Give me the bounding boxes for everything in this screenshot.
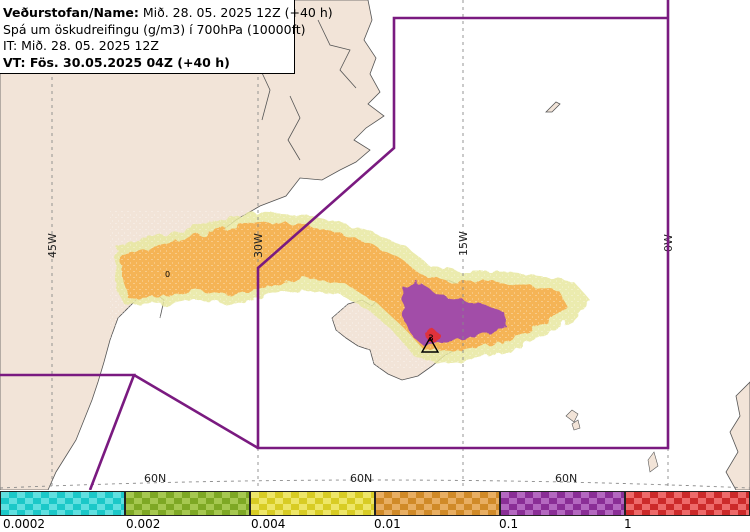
lon-label-45w: 45W	[46, 233, 59, 258]
longitude-labels: 45W 30W 15W 0W	[46, 231, 675, 258]
volcano-marker: 3	[420, 334, 440, 353]
legend-cell-4	[500, 491, 625, 516]
header-name-label: Veðurstofan/Name:	[3, 5, 139, 20]
ash-forecast-map: 3 0 45W 30W 15W 0W 60N 60N 60N	[0, 0, 750, 490]
header-line-3: IT: Mið. 28. 05. 2025 12Z	[3, 38, 159, 53]
legend-cell-3	[375, 491, 500, 516]
forecast-info-box: Veðurstofan/Name: Mið. 28. 05. 2025 12Z …	[0, 0, 333, 74]
header-valid-time: VT: Fös. 30.05.2025 04Z (+40 h)	[3, 54, 230, 70]
legend-label-2: 0.004	[251, 517, 286, 531]
legend-cell-5	[625, 491, 750, 516]
header-issue-text: Mið. 28. 05. 2025 12Z (+40 h)	[138, 5, 333, 20]
lon-label-15w: 15W	[457, 231, 470, 256]
lat-label-2: 60N	[350, 472, 372, 485]
norway-coast	[725, 381, 750, 490]
legend-cell-2	[250, 491, 375, 516]
legend-label-1: 0.002	[126, 517, 161, 531]
greenland-fjord-3	[287, 95, 301, 161]
ash-speckle-overlay	[110, 210, 590, 370]
header-line-1: Veðurstofan/Name: Mið. 28. 05. 2025 12Z …	[3, 5, 333, 22]
fir-boundary	[0, 0, 670, 490]
legend-cell-0	[0, 491, 125, 516]
legend-label-5: 1	[624, 517, 632, 531]
legend-label-4: 0.1	[499, 517, 519, 531]
contour-label: 0	[165, 270, 170, 279]
legend-color-bar	[0, 491, 750, 516]
ash-area-red	[424, 328, 440, 342]
header-line-2: Spá um öskudreifingu (g/m3) í 700hPa (10…	[3, 21, 306, 37]
legend-labels: 0.0002 0.002 0.004 0.01 0.1 1	[0, 516, 750, 532]
latitude-labels: 60N 60N 60N	[144, 472, 577, 485]
jan-mayen-island	[545, 101, 561, 113]
lat-label-1: 60N	[144, 472, 166, 485]
legend-cell-1	[125, 491, 250, 516]
volcano-marker-label: 3	[428, 334, 434, 344]
greenland-fjord-2	[317, 19, 357, 89]
lon-label-30w: 30W	[252, 233, 265, 258]
faroe-islands	[565, 409, 581, 431]
legend-label-0: 0.0002	[3, 517, 45, 531]
header-line-4: VT: Fös. 30.05.2025 04Z (+40 h)	[3, 55, 294, 72]
shetland-islands	[647, 451, 659, 473]
legend-label-3: 0.01	[374, 517, 401, 531]
lat-label-3: 60N	[555, 472, 577, 485]
